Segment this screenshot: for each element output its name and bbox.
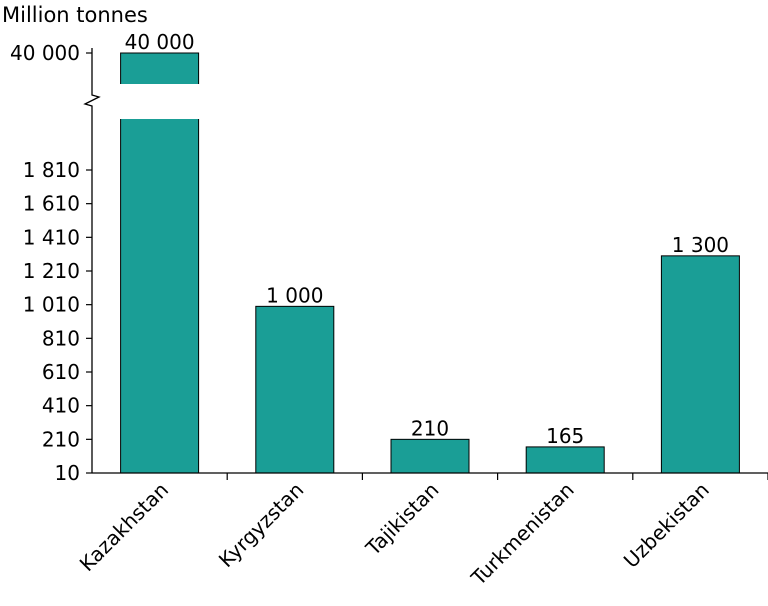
category-label: Tajikistan bbox=[360, 478, 443, 561]
bars bbox=[118, 52, 740, 474]
bar-value-label: 40 000 bbox=[125, 30, 195, 54]
bar-value-label: 165 bbox=[546, 424, 584, 448]
bar-value-label: 1 300 bbox=[672, 233, 729, 257]
y-tick-label: 10 bbox=[55, 461, 80, 485]
y-tick-label: 410 bbox=[42, 394, 80, 418]
y-tick-label: 1 410 bbox=[23, 225, 80, 249]
y-axis-unit-label: Million tonnes bbox=[2, 3, 148, 27]
y-axis-ticks: 10 210 410 610 810 1 010 1 210 1 410 1 610 1 810 4… bbox=[10, 41, 92, 485]
y-axis-break-mark bbox=[83, 48, 101, 116]
bar-value-label: 210 bbox=[411, 416, 449, 440]
category-label: Turkmenistan bbox=[466, 478, 579, 591]
bar bbox=[120, 52, 200, 474]
y-tick-label: 40 000 bbox=[10, 41, 80, 65]
bar bbox=[255, 305, 335, 474]
category-label: Kazakhstan bbox=[75, 478, 173, 576]
y-tick-label: 1 810 bbox=[23, 158, 80, 182]
y-tick-label: 1 210 bbox=[23, 259, 80, 283]
category-labels: Kazakhstan Kyrgyzstan Tajikistan Turkmenist… bbox=[75, 478, 714, 591]
category-label: Uzbekistan bbox=[619, 478, 714, 573]
category-label: Kyrgyzstan bbox=[214, 478, 308, 572]
y-tick-label: 1 010 bbox=[23, 293, 80, 317]
bar bbox=[390, 438, 470, 474]
data-labels: 40 000 1 000 210 165 1 300 bbox=[125, 30, 729, 448]
bar-value-label: 1 000 bbox=[266, 283, 323, 307]
y-tick-label: 210 bbox=[42, 427, 80, 451]
bar-break-gap bbox=[118, 84, 201, 119]
bar bbox=[525, 446, 605, 474]
y-tick-label: 1 610 bbox=[23, 192, 80, 216]
axes bbox=[83, 48, 768, 480]
y-tick-label: 810 bbox=[42, 326, 80, 350]
bar bbox=[660, 255, 740, 474]
y-tick-label: 610 bbox=[42, 360, 80, 384]
